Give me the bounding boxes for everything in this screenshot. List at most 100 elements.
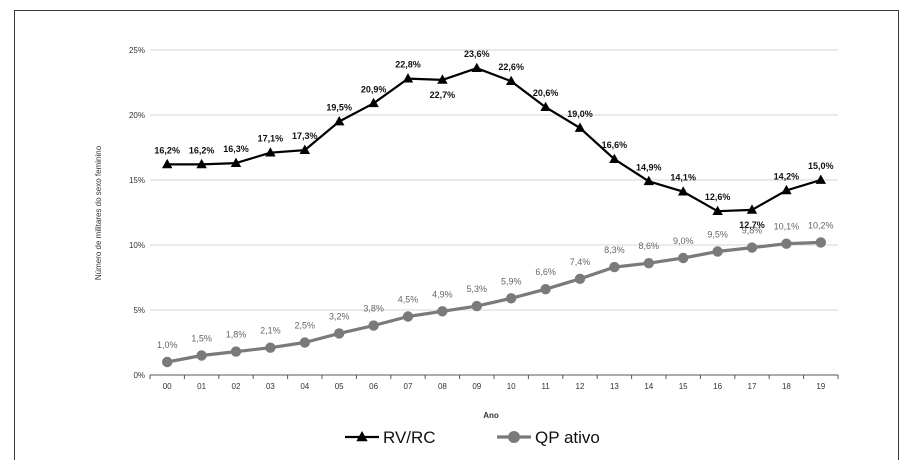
data-label: 2,5% (295, 321, 316, 331)
axes: 0% 5% 10% 15% 20% 25% 00 01 02 03 04 05 06 07 08 09 10 11… (129, 46, 839, 391)
data-point-triangle (643, 175, 655, 186)
x-tick-label: 07 (404, 382, 413, 391)
data-point-circle (265, 342, 276, 353)
data-point-triangle (161, 158, 173, 169)
data-label: 8,6% (639, 241, 660, 251)
data-point-circle (540, 284, 551, 295)
chart-frame (14, 10, 899, 460)
data-label: 3,8% (363, 304, 384, 314)
data-label: 1,5% (191, 334, 212, 344)
data-point-triangle (333, 116, 345, 126)
data-point-circle (299, 337, 310, 348)
data-point-triangle (574, 122, 586, 132)
legend-item: QP ativo (497, 428, 600, 447)
data-label: 7,4% (570, 257, 591, 267)
data-point-circle (746, 242, 758, 253)
x-tick-label: 08 (438, 382, 447, 391)
data-label: 9,0% (673, 236, 694, 246)
data-point-triangle (609, 153, 620, 164)
data-point-circle (781, 238, 792, 249)
data-point-triangle (540, 101, 551, 112)
data-label: 1,8% (226, 330, 247, 340)
gridlines (150, 49, 838, 311)
data-point-circle (437, 306, 448, 317)
y-tick-label: 25% (129, 46, 145, 55)
data-point-circle (574, 273, 586, 284)
data-label: 16,3% (223, 144, 249, 154)
x-tick-label: 19 (816, 382, 825, 391)
data-label: 5,3% (467, 284, 488, 294)
series-group: 16,2% 16,2% 16,3% 17,1% 17,3% 19,5% 20,9% 22,8%… (154, 49, 834, 368)
data-label: 22,7% (430, 90, 456, 100)
data-point-circle (712, 246, 723, 257)
data-point-triangle (471, 62, 483, 73)
y-tick-label: 20% (129, 111, 145, 120)
data-point-circle (402, 311, 414, 322)
x-tick-label: 00 (163, 382, 172, 391)
data-label: 9,8% (742, 226, 763, 236)
data-point-triangle (712, 205, 723, 216)
data-point-triangle (196, 158, 207, 169)
x-tick-label: 02 (232, 382, 241, 391)
data-point-circle (609, 261, 620, 273)
data-label: 20,9% (361, 84, 387, 94)
x-tick-label: 09 (472, 382, 481, 391)
x-tick-label: 16 (713, 382, 722, 391)
data-label: 1,0% (157, 340, 178, 350)
x-tick-label: 05 (335, 382, 344, 391)
x-tick-label: 17 (748, 382, 757, 391)
data-point-circle (678, 252, 689, 264)
data-point-triangle (746, 204, 758, 214)
y-tick-label: 5% (133, 306, 145, 315)
data-point-triangle (677, 186, 689, 196)
data-point-circle (643, 258, 654, 269)
x-tick-label: 03 (266, 382, 275, 391)
data-label: 16,2% (189, 145, 215, 155)
data-label: 16,6% (602, 140, 628, 150)
data-label: 10,1% (774, 222, 800, 232)
legend: RV/RC QP ativo (345, 428, 600, 447)
x-tick-label: 15 (679, 382, 688, 391)
data-label: 22,6% (498, 62, 524, 72)
data-label: 8,3% (604, 245, 625, 255)
data-label: 4,5% (398, 295, 419, 305)
data-point-circle (368, 320, 379, 331)
x-tick-label: 12 (576, 382, 585, 391)
data-label: 12,6% (705, 192, 731, 202)
x-axis-label: Ano (483, 411, 499, 420)
data-point-circle (334, 328, 345, 339)
series-qp-ativo: 1,0% 1,5% 1,8% 2,1% 2,5% 3,2% 3,8% 4,5% 4,9% 5,3%… (157, 220, 834, 368)
data-point-triangle (230, 157, 242, 167)
data-label: 15,0% (808, 161, 834, 171)
data-point-triangle (299, 144, 311, 154)
data-label: 22,8% (395, 60, 421, 70)
data-point-circle (162, 356, 173, 368)
data-point-triangle (815, 174, 827, 184)
x-tick-label: 13 (610, 382, 619, 391)
data-point-triangle (265, 147, 276, 157)
x-tick-label: 06 (369, 382, 378, 391)
data-point-circle (230, 346, 242, 357)
series-line (166, 240, 821, 364)
data-label: 9,5% (707, 230, 728, 240)
x-tick-label: 14 (644, 382, 653, 391)
x-tick-label: 04 (300, 382, 309, 391)
data-point-circle (196, 350, 207, 361)
data-label: 4,9% (432, 289, 453, 299)
data-label: 12,7% (739, 220, 765, 230)
x-tick-label: 18 (782, 382, 791, 391)
y-tick-label: 15% (129, 176, 145, 185)
data-label: 14,9% (636, 162, 662, 172)
legend-label: RV/RC (383, 428, 436, 447)
data-label: 17,1% (258, 134, 284, 144)
data-label: 3,2% (329, 311, 350, 321)
x-tick-label: 11 (541, 382, 550, 391)
legend-label: QP ativo (535, 428, 600, 447)
data-point-triangle (505, 75, 517, 86)
data-point-triangle (781, 184, 792, 195)
data-point-circle (815, 237, 826, 248)
y-axis-label: Número de militares do sexo feminino (94, 145, 103, 280)
data-label: 6,6% (535, 267, 556, 277)
y-tick-label: 10% (129, 241, 145, 250)
